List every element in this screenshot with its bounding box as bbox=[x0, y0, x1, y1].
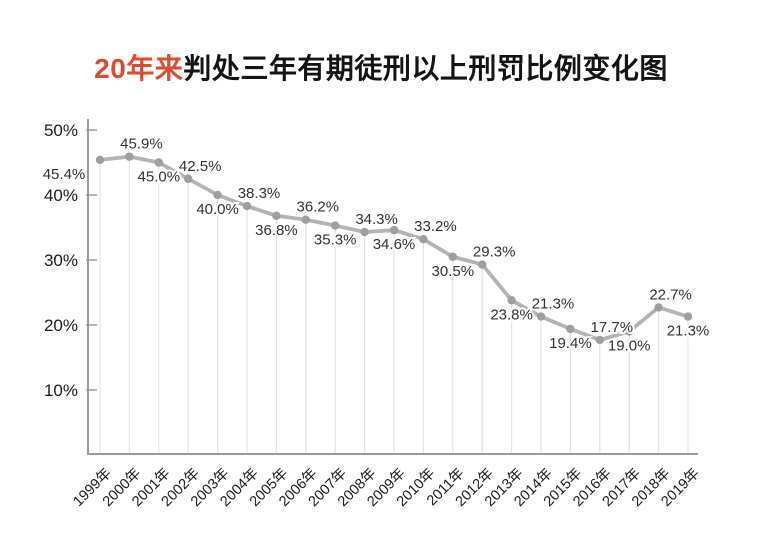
data-label: 29.3% bbox=[473, 244, 516, 261]
data-point bbox=[95, 155, 105, 165]
data-label: 36.8% bbox=[255, 222, 298, 239]
data-point bbox=[331, 221, 340, 230]
data-point bbox=[125, 152, 134, 161]
data-label: 45.0% bbox=[138, 169, 181, 186]
data-point bbox=[566, 324, 575, 334]
data-point bbox=[536, 312, 546, 321]
data-point bbox=[301, 215, 310, 224]
data-label: 21.3% bbox=[667, 323, 710, 340]
data-label: 34.6% bbox=[373, 236, 416, 253]
data-label: 33.2% bbox=[414, 218, 457, 235]
chart-title-main: 判处三年有期徒刑以上刑罚比例变化图 bbox=[183, 53, 668, 84]
y-tick-label: 40% bbox=[44, 186, 78, 205]
data-label: 40.0% bbox=[196, 201, 239, 218]
data-point bbox=[478, 260, 487, 269]
data-point bbox=[507, 296, 516, 305]
data-point bbox=[389, 225, 399, 235]
data-label: 22.7% bbox=[649, 286, 692, 303]
data-point bbox=[272, 211, 281, 220]
y-tick-label: 10% bbox=[44, 381, 78, 400]
data-point bbox=[595, 335, 604, 345]
chart-title-highlight: 20年来 bbox=[94, 53, 184, 84]
data-point bbox=[154, 158, 163, 167]
y-tick-label: 20% bbox=[44, 316, 78, 335]
data-label: 23.8% bbox=[490, 306, 533, 323]
data-label: 19.0% bbox=[608, 338, 651, 355]
data-point bbox=[419, 235, 428, 244]
data-label: 42.5% bbox=[179, 158, 222, 175]
data-point bbox=[683, 312, 693, 321]
y-tick-label: 30% bbox=[44, 251, 78, 270]
data-point bbox=[654, 303, 663, 312]
data-label: 19.4% bbox=[549, 335, 592, 352]
data-point bbox=[242, 201, 252, 211]
data-label: 34.3% bbox=[355, 211, 398, 228]
data-point bbox=[184, 174, 193, 183]
data-label: 45.9% bbox=[120, 136, 163, 153]
data-label: 45.4% bbox=[43, 166, 86, 183]
chart-title: 20年来判处三年有期徒刑以上刑罚比例变化图 bbox=[0, 52, 762, 86]
data-point bbox=[360, 227, 369, 237]
data-label: 35.3% bbox=[314, 232, 357, 249]
data-label: 38.3% bbox=[238, 185, 281, 202]
data-point bbox=[213, 190, 222, 200]
data-point bbox=[448, 252, 457, 261]
data-label: 17.7% bbox=[591, 319, 634, 336]
data-label: 30.5% bbox=[432, 263, 475, 280]
data-label: 36.2% bbox=[297, 199, 340, 216]
data-point bbox=[625, 327, 634, 336]
y-tick-label: 50% bbox=[44, 121, 78, 140]
data-label: 21.3% bbox=[532, 296, 575, 313]
